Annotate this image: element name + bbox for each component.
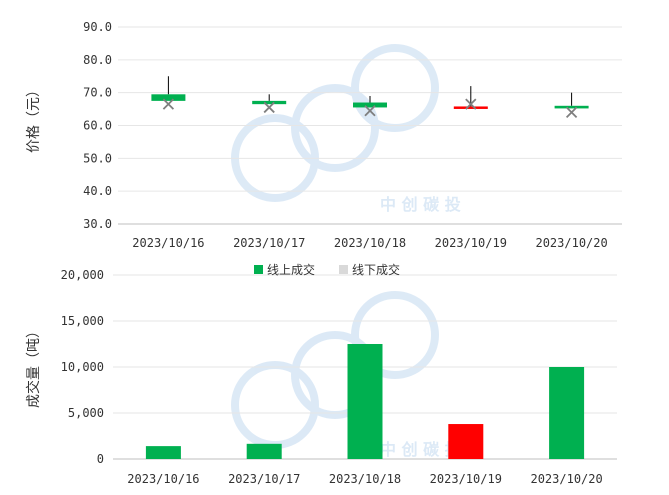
volume-y-tick-label: 5,000	[68, 406, 104, 420]
price-y-tick-label: 30.0	[83, 217, 112, 231]
price-x-tick-label: 2023/10/20	[535, 236, 607, 250]
candle-body	[353, 102, 387, 108]
volume-y-tick-label: 10,000	[61, 360, 104, 374]
avg-price-marker	[162, 98, 175, 110]
price-y-tick-label: 60.0	[83, 119, 112, 133]
avg-price-marker	[465, 98, 477, 110]
avg-price-marker	[263, 101, 275, 114]
watermark-cn-top: 中 创 碳 投	[380, 195, 461, 214]
volume-bar	[246, 443, 282, 459]
price-y-tick-label: 80.0	[83, 53, 112, 67]
volume-y-tick-label: 15,000	[61, 314, 104, 328]
volume-x-tick-label: 2023/10/17	[228, 472, 300, 486]
price-x-tick-label: 2023/10/18	[334, 236, 406, 250]
watermark-cn-bottom: 中 创 碳 投	[380, 440, 461, 459]
volume-y-tick-label: 0	[97, 452, 104, 466]
price-y-axis-label: 价格（元）	[26, 83, 42, 153]
legend-label-offline: 线下成交	[352, 262, 400, 277]
volume-y-axis-label: 成交量（吨）	[25, 324, 42, 408]
volume-x-tick-label: 2023/10/19	[430, 472, 502, 486]
volume-y-tick-label: 20,000	[61, 268, 104, 282]
volume-legend: 线上成交 线下成交	[254, 262, 400, 277]
price-x-tick-label: 2023/10/17	[233, 236, 305, 250]
price-y-tick-label: 70.0	[83, 86, 112, 100]
avg-price-marker	[565, 106, 578, 119]
candle-body	[151, 94, 186, 101]
candle-body	[554, 105, 589, 109]
volume-x-tick-label: 2023/10/20	[530, 472, 602, 486]
price-y-tick-label: 50.0	[83, 151, 112, 165]
legend-swatch-online	[254, 265, 263, 274]
avg-price-marker	[364, 105, 376, 117]
volume-x-tick-label: 2023/10/18	[329, 472, 401, 486]
volume-bar	[347, 344, 383, 459]
volume-x-tick-label: 2023/10/16	[127, 472, 199, 486]
legend-label-online: 线上成交	[267, 262, 315, 277]
candle-body	[453, 106, 488, 109]
watermark-logo-top: 中 创 碳 投	[231, 44, 461, 214]
price-x-tick-label: 2023/10/19	[435, 236, 507, 250]
price-y-tick-label: 90.0	[83, 20, 112, 34]
price-candlestick-chart: 90.0 80.0 70.0 60.0 50.0 40.0 30.0 2023/10/16 20…	[83, 20, 622, 250]
price-y-tick-label: 40.0	[83, 184, 112, 198]
volume-bar	[549, 367, 585, 459]
volume-bar-chart: 20,000 15,000 10,000 5,000 0 2023/10/16 2023/1…	[61, 268, 617, 486]
candle-body	[252, 100, 287, 105]
volume-bar	[145, 446, 181, 459]
price-x-tick-label: 2023/10/16	[132, 236, 204, 250]
legend-swatch-offline	[339, 265, 348, 274]
volume-bar	[448, 424, 484, 459]
